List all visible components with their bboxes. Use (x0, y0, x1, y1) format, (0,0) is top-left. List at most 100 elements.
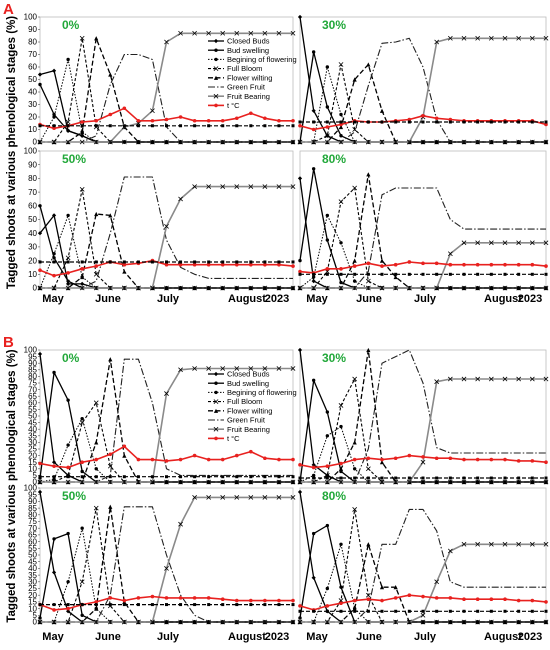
data-point (178, 285, 183, 291)
subplot-label: 0% (62, 18, 80, 32)
data-point (79, 619, 85, 625)
data-point (234, 285, 239, 291)
data-point (352, 139, 358, 145)
series-bud-swelling (298, 523, 548, 624)
legend-entry: Begining of flowering (227, 388, 297, 397)
data-point (434, 456, 439, 461)
data-point (517, 120, 521, 124)
y-tick-label: 50 (28, 215, 37, 224)
data-point (447, 35, 453, 41)
month-label: June (356, 293, 382, 305)
data-point (448, 609, 452, 613)
data-point (338, 124, 344, 130)
data-point (79, 479, 85, 485)
data-point (206, 494, 212, 500)
data-point (108, 112, 113, 117)
data-point (66, 443, 70, 447)
data-point (530, 476, 534, 480)
plot-frame (299, 150, 547, 289)
data-point (93, 479, 99, 485)
data-point (291, 124, 295, 128)
data-point (325, 105, 330, 109)
data-point (66, 279, 70, 283)
data-point (108, 596, 113, 600)
data-point (262, 184, 268, 190)
data-point (192, 30, 197, 36)
data-point (263, 260, 267, 264)
data-point (165, 260, 168, 264)
data-point (297, 489, 303, 495)
series-fruit-bearing (37, 494, 296, 625)
series-line (299, 524, 546, 623)
data-point (52, 273, 56, 278)
data-point (489, 120, 493, 124)
data-point (66, 580, 70, 584)
data-point (544, 264, 548, 268)
series-flower-wilting (37, 36, 296, 145)
y-tick-label: 90 (28, 359, 37, 368)
data-point (298, 616, 302, 620)
data-point (37, 72, 43, 77)
series-begining-of-flowering (298, 213, 548, 290)
data-point (38, 475, 42, 479)
data-point (311, 473, 316, 478)
data-point (291, 598, 295, 603)
data-point (462, 457, 466, 462)
legend-entry: Fruit Bearing (227, 92, 270, 101)
data-point (93, 139, 99, 145)
y-tick-label: 30 (28, 100, 37, 109)
data-point (164, 117, 169, 122)
data-point (122, 260, 126, 264)
y-tick-label: 35 (28, 571, 37, 580)
data-point (277, 124, 281, 128)
data-point (192, 494, 197, 500)
data-point (339, 601, 343, 606)
data-point (248, 366, 254, 371)
data-point (502, 541, 508, 547)
data-point (79, 579, 85, 585)
data-point (93, 285, 99, 291)
y-tick-label: 45 (28, 418, 37, 427)
data-point (220, 118, 225, 123)
data-point (311, 275, 316, 279)
data-point (352, 264, 357, 268)
series-closed-buds (297, 347, 549, 485)
subplot-30: 30% (297, 14, 549, 145)
subplot-50: 0 10 20 30 40 50 60 70 80 90 100 50% (24, 147, 296, 293)
data-point (543, 285, 549, 291)
data-point (38, 204, 42, 208)
legend-entry: t °C (227, 101, 240, 110)
data-point (298, 272, 302, 276)
data-point (312, 609, 316, 613)
data-point (79, 35, 85, 41)
data-point (94, 124, 98, 128)
data-point (37, 285, 43, 291)
data-point (164, 479, 169, 485)
data-point (311, 50, 316, 54)
data-point (407, 453, 412, 458)
data-point (529, 376, 535, 382)
data-point (393, 285, 399, 291)
series-fruit-bearing (297, 541, 549, 625)
data-point (420, 139, 426, 145)
data-point (421, 476, 425, 480)
y-tick-label: 70 (28, 188, 37, 197)
data-point (338, 62, 344, 67)
legend-marker (214, 103, 218, 108)
data-point (543, 35, 549, 41)
data-point (52, 537, 56, 541)
data-point (80, 475, 84, 479)
data-point (516, 619, 521, 625)
data-point (325, 586, 330, 591)
data-point (179, 260, 183, 264)
data-point (366, 347, 371, 353)
data-point (220, 597, 225, 602)
data-point (80, 416, 84, 421)
data-point (80, 124, 84, 128)
data-point (517, 272, 521, 276)
data-point (407, 260, 412, 264)
data-point (407, 120, 411, 124)
y-tick-label: 10 (28, 465, 37, 474)
y-tick-label: 0 (33, 138, 38, 147)
data-point (80, 281, 85, 286)
